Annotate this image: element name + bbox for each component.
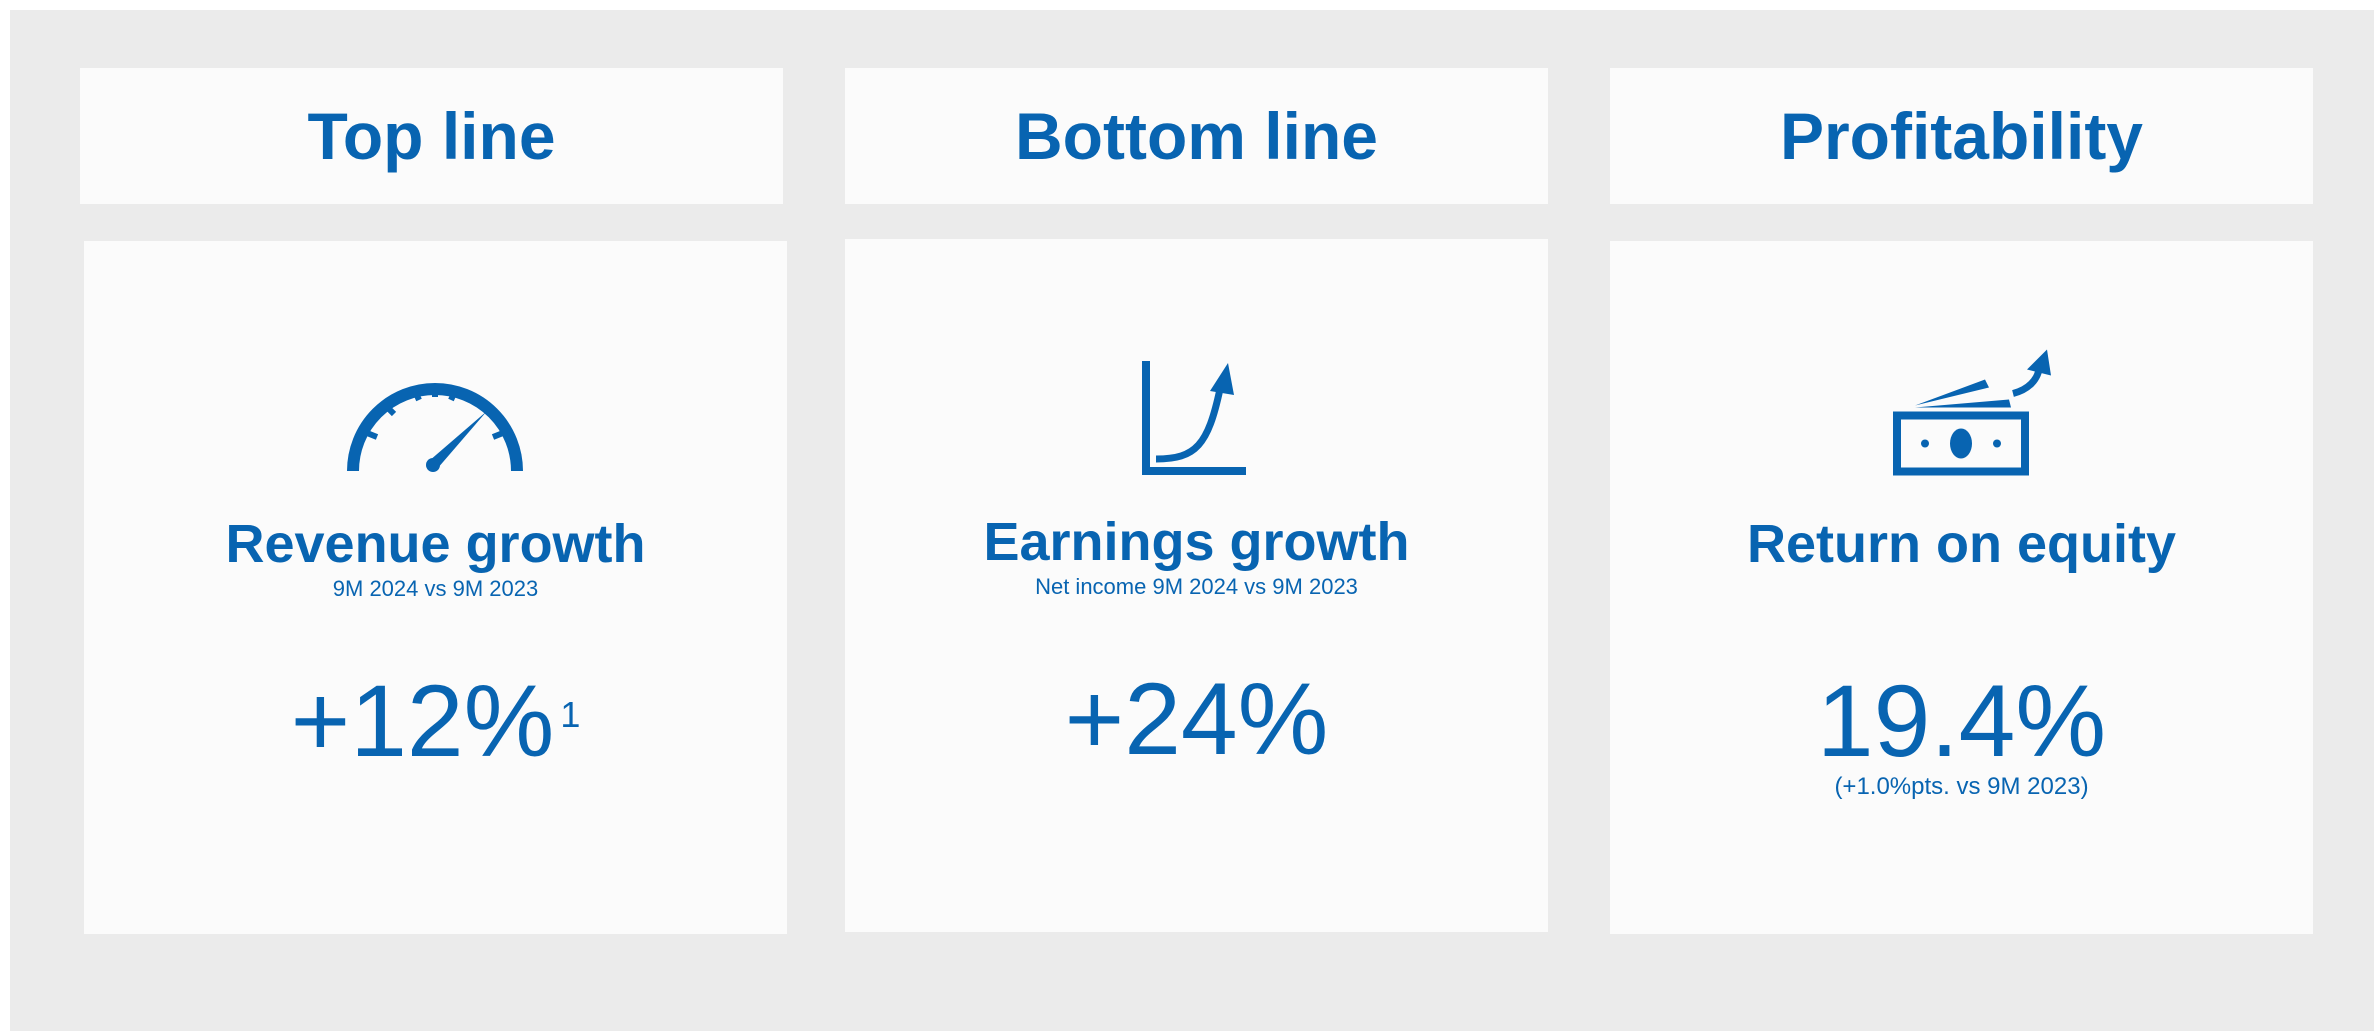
speedometer-icon bbox=[347, 383, 523, 472]
kpi-title: Revenue growth bbox=[225, 514, 646, 574]
header: Top line bbox=[80, 68, 783, 204]
chart-icon bbox=[1142, 361, 1246, 475]
kpi-subtitle: Net income 9M 2024 vs 9M 2023 bbox=[1035, 574, 1358, 599]
kpi-card: Return on equity 19.4% (+1.0%pts. vs 9M … bbox=[1610, 241, 2313, 934]
kpi-card: Revenue growth 9M 2024 vs 9M 2023 +12% 1 bbox=[84, 241, 787, 934]
footnote: 1 bbox=[560, 694, 581, 735]
money-icon bbox=[1893, 349, 2051, 476]
kpi-note: (+1.0%pts. vs 9M 2023) bbox=[1834, 773, 2089, 800]
kpi-value-text: +12% bbox=[290, 664, 555, 778]
kpi-value: +12% 1 bbox=[84, 661, 787, 781]
kpi-title: Earnings growth bbox=[983, 512, 1410, 572]
header: Bottom line bbox=[845, 68, 1548, 204]
kpi-subtitle: 9M 2024 vs 9M 2023 bbox=[332, 576, 539, 601]
kpi-card: Earnings growth Net income 9M 2024 vs 9M… bbox=[845, 239, 1548, 932]
kpi-value: 19.4% bbox=[1816, 664, 2107, 778]
header: Profitability bbox=[1610, 68, 2313, 204]
kpi-title: Return on equity bbox=[1747, 514, 2176, 574]
kpi-value: +24% bbox=[1064, 662, 1329, 776]
